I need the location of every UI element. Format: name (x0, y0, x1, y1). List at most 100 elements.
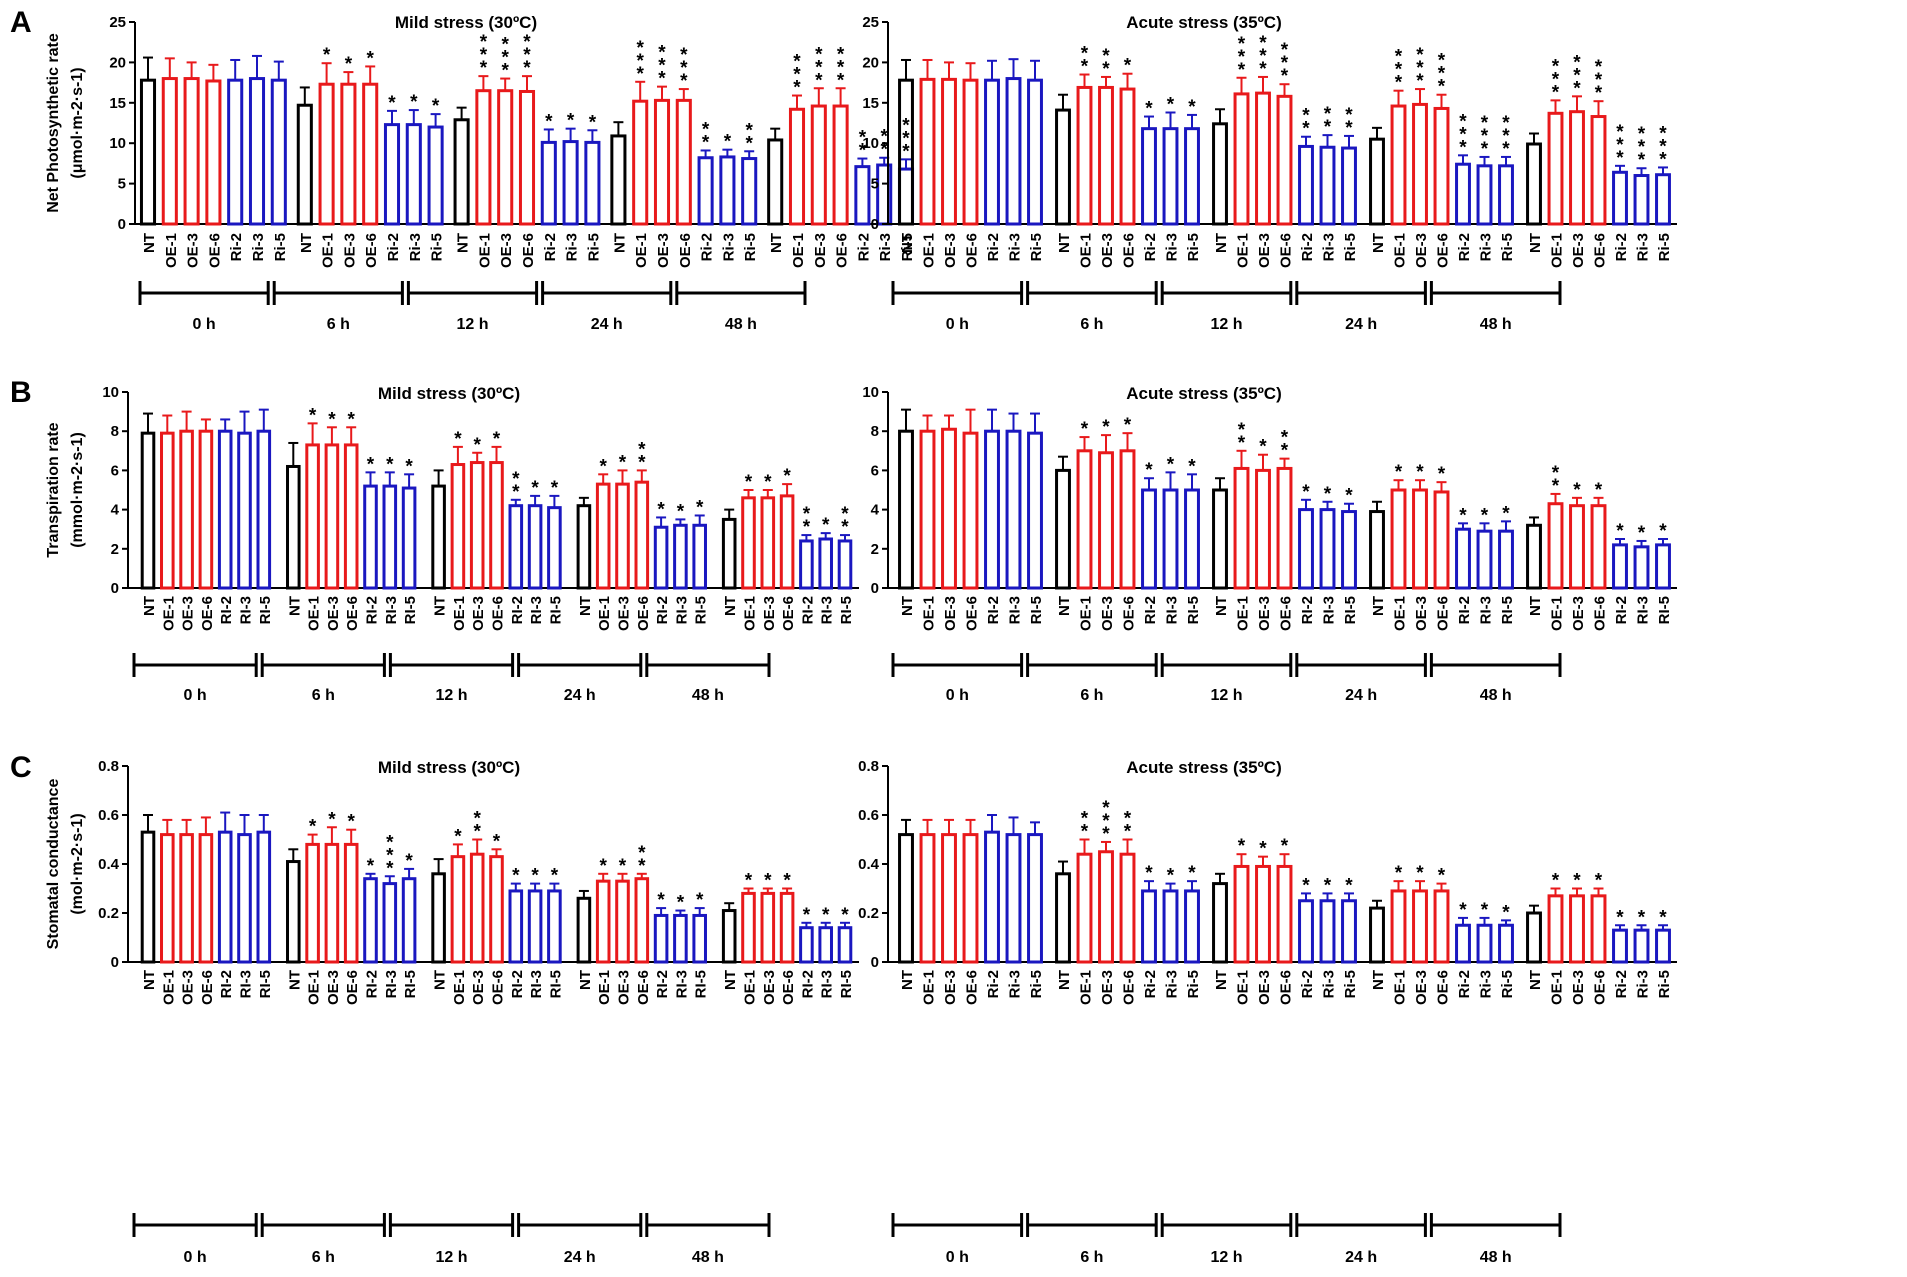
significance-star: * (1395, 73, 1403, 94)
x-tick-label: OE-6 (780, 970, 797, 1005)
significance-star: * (680, 58, 688, 79)
significance-star: * (677, 893, 685, 914)
bar (286, 860, 301, 964)
x-tick-label: RI-2 (1142, 596, 1159, 624)
bar (469, 461, 485, 590)
bar (692, 913, 707, 964)
panel-letter: B (10, 376, 32, 409)
bar (1498, 923, 1514, 964)
bar (205, 79, 222, 226)
bar (1162, 889, 1179, 964)
bar (1547, 502, 1564, 590)
x-tick-label: OE-3 (470, 596, 487, 631)
significance-star: * (405, 456, 413, 477)
x-tick-label: Ri-3 (1007, 970, 1024, 998)
bar (1455, 527, 1471, 590)
x-tick-label: RI-2 (364, 970, 381, 998)
bar (832, 104, 849, 226)
bar (962, 431, 979, 590)
x-tick-label: Ri-3 (564, 233, 581, 261)
significance-star: * (1659, 149, 1667, 170)
bar (508, 504, 524, 590)
bar (1319, 145, 1336, 226)
bar (1412, 889, 1428, 964)
significance-star: * (347, 812, 355, 833)
significance-star: * (815, 44, 823, 65)
x-tick-label: RI-5 (838, 596, 855, 624)
x-tick-label: RI-5 (693, 596, 710, 624)
x-tick-label: NT (899, 970, 916, 990)
significance-star: * (1438, 64, 1446, 85)
significance-star: * (345, 54, 353, 75)
significance-star: * (902, 128, 910, 149)
significance-star: * (501, 35, 509, 56)
significance-star: * (1459, 505, 1467, 526)
bar (489, 855, 504, 964)
chart-panel-1: A Mild stress (30ºC) Net Photosynthetic ra… (10, 6, 920, 333)
group-label: 48 h (692, 687, 724, 704)
x-tick-label: NT (1370, 970, 1387, 990)
x-tick-label: NT (1213, 970, 1230, 990)
bar (179, 429, 194, 590)
significance-star: * (523, 45, 531, 66)
significance-star: * (803, 905, 811, 926)
bar (160, 431, 175, 590)
group-label: 0 h (184, 1249, 207, 1266)
x-tick-label: OE-3 (325, 596, 342, 631)
bar (634, 480, 650, 590)
bar (1655, 173, 1671, 226)
bar (1590, 115, 1607, 226)
significance-star: * (1416, 462, 1424, 483)
x-tick-label: OE-1 (742, 970, 759, 1005)
significance-star: * (1595, 83, 1603, 104)
significance-star: * (702, 132, 710, 153)
significance-star: * (1502, 113, 1510, 134)
bar (1005, 77, 1022, 226)
significance-star: * (1659, 136, 1667, 157)
x-tick-label: RI-3 (819, 596, 836, 624)
bar (431, 484, 446, 590)
significance-star: * (841, 905, 849, 926)
x-tick-label: Ri-2 (985, 233, 1002, 261)
x-tick-label: OE-1 (1235, 970, 1252, 1005)
x-tick-label: OE-1 (921, 596, 938, 631)
bar (340, 82, 357, 226)
bar (1341, 899, 1357, 964)
y-tick-label: 0.6 (858, 807, 879, 824)
significance-star: * (1552, 463, 1560, 484)
bar (1433, 106, 1450, 226)
bar (1590, 504, 1607, 590)
x-tick-label: NT (899, 596, 916, 616)
y-axis-label: Net Photosynthetic rate (45, 33, 62, 213)
x-tick-label: OE-6 (964, 970, 981, 1005)
x-tick-label: Ri-2 (1456, 970, 1473, 998)
significance-star: * (764, 472, 772, 493)
bar (160, 833, 175, 964)
x-tick-label: Ri-5 (1499, 233, 1516, 261)
bar (427, 125, 444, 226)
bar (1298, 899, 1314, 964)
bar (1433, 490, 1450, 590)
x-tick-label: OE-1 (160, 970, 177, 1005)
significance-star: * (473, 435, 481, 456)
bar (237, 833, 252, 964)
x-tick-label: NT (432, 970, 449, 990)
x-tick-label: NT (1056, 596, 1073, 616)
x-tick-label: OE-1 (1392, 596, 1409, 631)
y-tick-label: 25 (109, 14, 126, 31)
bar (1027, 833, 1043, 964)
x-tick-label: RI-5 (257, 970, 274, 998)
significance-star: * (1281, 428, 1289, 449)
x-tick-label: OE-6 (677, 233, 694, 268)
x-tick-label: OE-3 (185, 233, 202, 268)
bar (1476, 529, 1493, 590)
significance-star: * (1238, 836, 1246, 857)
significance-star: * (783, 466, 791, 487)
bar (1547, 111, 1564, 226)
significance-star: * (309, 405, 317, 426)
x-tick-label: Ri-5 (1028, 970, 1045, 998)
bar (984, 78, 1000, 226)
significance-star: * (902, 115, 910, 136)
y-tick-label: 10 (102, 384, 119, 401)
x-tick-label: OE-3 (942, 970, 959, 1005)
